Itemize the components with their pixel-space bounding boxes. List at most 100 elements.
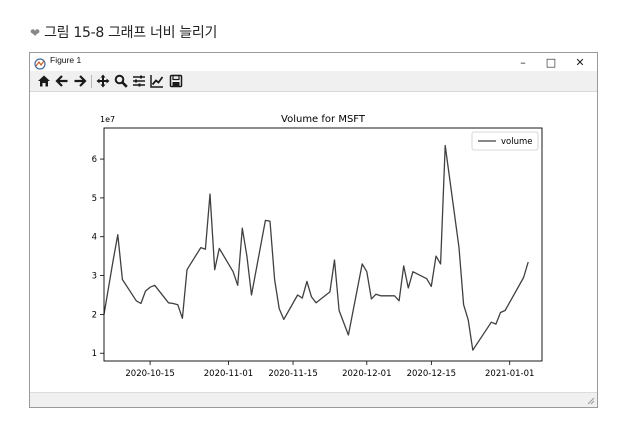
data-point (302, 298, 303, 299)
data-point (394, 295, 395, 296)
y-offset-label: 1e7 (100, 115, 115, 124)
y-tick-label: 1 (92, 349, 97, 359)
caption-marker: ❤ (30, 26, 41, 40)
data-point (505, 310, 506, 311)
data-point (205, 249, 206, 250)
data-point (339, 310, 340, 311)
data-point (182, 318, 183, 319)
data-point (242, 228, 243, 229)
data-point (209, 193, 210, 194)
x-tick-label: 2020-11-15 (268, 369, 317, 379)
legend-label: volume (501, 137, 533, 147)
data-point (136, 300, 137, 301)
save-icon[interactable] (168, 73, 184, 89)
window-titlebar[interactable]: Figure 1 – □ ✕ (30, 53, 597, 71)
data-point (150, 287, 151, 288)
chart-title: Volume for MSFT (281, 114, 366, 125)
data-point (495, 324, 496, 325)
data-point (491, 322, 492, 323)
data-point (145, 291, 146, 292)
y-tick-label: 3 (92, 272, 97, 282)
data-point (237, 285, 238, 286)
y-tick-label: 6 (92, 155, 97, 165)
data-point (233, 271, 234, 272)
data-point (140, 303, 141, 304)
data-point (186, 269, 187, 270)
pan-icon[interactable] (95, 73, 111, 89)
figure-window: Figure 1 – □ ✕ Volume for MSF (29, 52, 598, 408)
data-point (173, 303, 174, 304)
y-tick-label: 4 (92, 233, 97, 243)
data-point (283, 319, 284, 320)
resize-grip-icon[interactable] (587, 397, 595, 405)
volume-line-chart: Volume for MSFT 1e7 1 2 3 4 5 6 2020-10-15 2020-1… (92, 114, 543, 379)
data-point (219, 248, 220, 249)
data-point (440, 263, 441, 264)
data-point (362, 263, 363, 264)
minimize-button[interactable]: – (520, 55, 526, 69)
data-point (472, 350, 473, 351)
data-point (279, 308, 280, 309)
data-point (108, 287, 109, 288)
window-title: Figure 1 (50, 55, 82, 65)
data-point (412, 271, 413, 272)
data-point (426, 278, 427, 279)
figure-canvas[interactable]: Volume for MSFT 1e7 1 2 3 4 5 6 2020-10-15 2020-1… (30, 92, 597, 394)
data-point (500, 312, 501, 313)
data-point (122, 279, 123, 280)
data-point (371, 298, 372, 299)
x-tick-label: 2020-12-15 (407, 369, 456, 379)
y-tick-label: 5 (92, 194, 97, 204)
x-tick-label: 2021-01-01 (485, 369, 534, 379)
edit-curves-icon[interactable] (149, 73, 165, 89)
forward-icon[interactable] (72, 73, 88, 89)
data-point (435, 256, 436, 257)
plot-frame (103, 127, 543, 362)
data-point (329, 291, 330, 292)
data-point (214, 269, 215, 270)
data-point (366, 271, 367, 272)
data-point (246, 256, 247, 257)
data-point (528, 261, 529, 262)
data-point (168, 302, 169, 303)
maximize-button[interactable]: □ (545, 55, 557, 69)
subplots-icon[interactable] (131, 73, 147, 89)
y-tick-label: 2 (92, 310, 97, 320)
data-point (251, 294, 252, 295)
data-point (113, 259, 114, 260)
legend-box (471, 131, 539, 151)
x-tick-label: 2020-11-01 (204, 369, 253, 379)
caption-text: 그림 15-8 그래프 너비 늘리기 (44, 25, 218, 41)
data-point (375, 294, 376, 295)
close-button[interactable]: ✕ (575, 55, 585, 69)
data-point (468, 319, 469, 320)
data-point (311, 296, 312, 297)
x-tick-label: 2020-12-01 (342, 369, 391, 379)
data-point (523, 277, 524, 278)
figure-app-icon (34, 55, 46, 70)
data-point (274, 279, 275, 280)
data-point (458, 247, 459, 248)
data-point (306, 281, 307, 282)
zoom-icon[interactable] (113, 73, 129, 89)
home-icon[interactable] (36, 73, 52, 89)
data-point (380, 295, 381, 296)
data-point (408, 287, 409, 288)
data-point (200, 247, 201, 248)
data-point (154, 285, 155, 286)
data-point (431, 286, 432, 287)
data-point (463, 304, 464, 305)
data-point (316, 302, 317, 303)
data-point (334, 259, 335, 260)
data-point (297, 294, 298, 295)
data-point (445, 145, 446, 146)
x-tick-label: 2020-10-15 (125, 369, 174, 379)
data-point (265, 220, 266, 221)
data-point (403, 265, 404, 266)
data-point (399, 300, 400, 301)
data-point (117, 234, 118, 235)
back-icon[interactable] (54, 73, 70, 89)
status-bar (30, 392, 597, 407)
data-point (348, 334, 349, 335)
series-line-volume (103, 144, 529, 351)
